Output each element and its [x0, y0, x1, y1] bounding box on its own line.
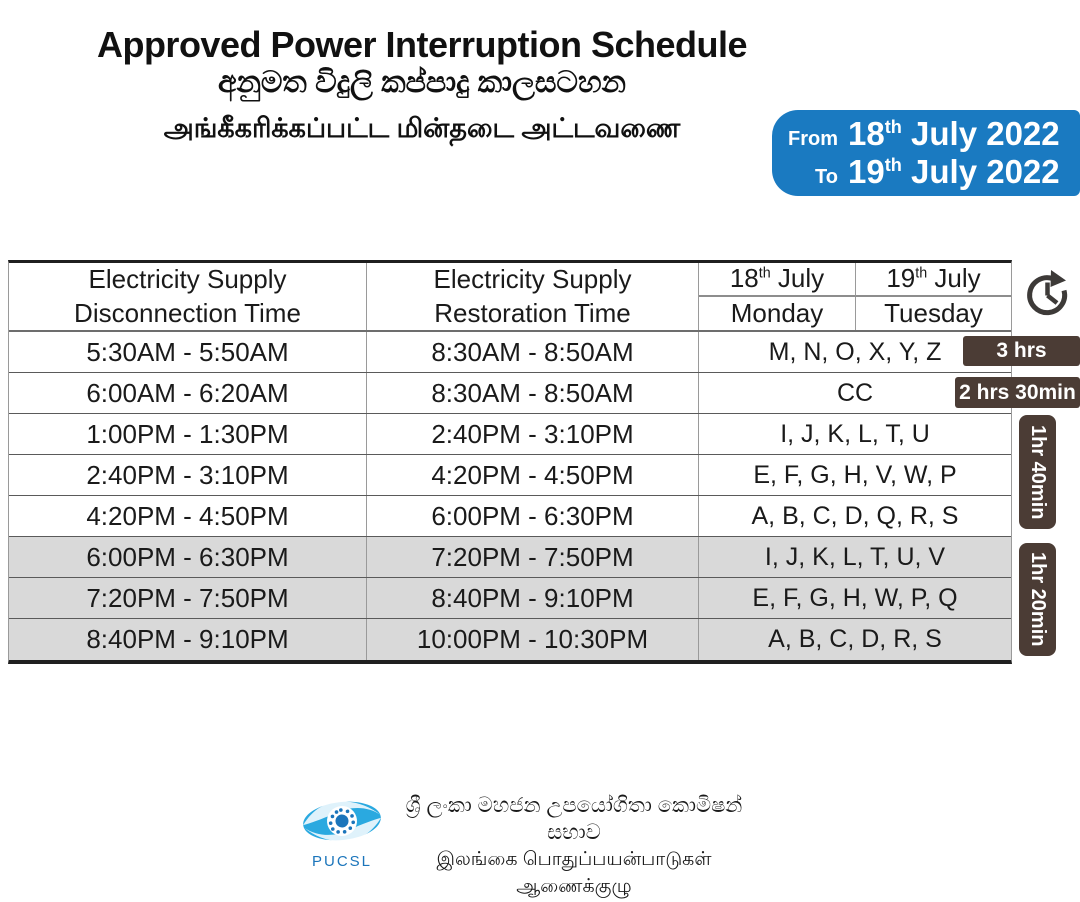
header-day2-date: 19th July — [855, 263, 1011, 297]
disconnection-time-cell: 6:00AM - 6:20AM — [9, 373, 367, 413]
disconnection-time-cell: 4:20PM - 4:50PM — [9, 496, 367, 536]
from-date: 18th July 2022 — [848, 115, 1060, 153]
pucsl-logo: PUCSL — [300, 795, 384, 870]
table-row: 5:30AM - 5:50AM 8:30AM - 8:50AM M, N, O,… — [9, 332, 1011, 373]
schedule-table: Electricity Supply Disconnection Time El… — [8, 260, 1012, 664]
disconnection-time-cell: 7:20PM - 7:50PM — [9, 578, 367, 618]
table-row: 6:00PM - 6:30PM 7:20PM - 7:50PM I, J, K,… — [9, 537, 1011, 578]
groups-cell: E, F, G, H, W, P, Q — [752, 583, 958, 612]
groups-cell: E, F, G, H, V, W, P — [753, 460, 957, 489]
duration-badge-3hrs: 3 hrs — [963, 336, 1080, 366]
org-name-sinhala: ශ්‍රී ලංකා මහජන උපයෝගිතා කොමිෂන් සභාව — [405, 794, 743, 844]
disconnection-time-cell: 2:40PM - 3:10PM — [9, 455, 367, 495]
disconnection-time-cell: 1:00PM - 1:30PM — [9, 414, 367, 454]
org-name-tamil: இலங்கை பொதுப்பயன்பாடுகள் ஆணைக்குழு — [436, 849, 712, 897]
groups-cell: A, B, C, D, R, S — [768, 625, 942, 653]
footer-org-names: ශ්‍රී ලංකා මහජන උපයෝගිතා කොමිෂන් සභාව இல… — [378, 792, 770, 902]
page-title: Approved Power Interruption Schedule — [96, 24, 748, 65]
groups-cell: CC — [836, 378, 874, 407]
header-day1-date: 18th July — [699, 263, 855, 297]
table-row: 7:20PM - 7:50PM 8:40PM - 9:10PM E, F, G,… — [9, 578, 1011, 619]
duration-badge-2hrs30min: 2 hrs 30min — [955, 377, 1080, 408]
header-day2-name: Tuesday — [855, 296, 1011, 330]
date-range-from: From 18th July 2022 — [772, 115, 1070, 153]
restoration-time-cell: 4:20PM - 4:50PM — [367, 455, 699, 495]
groups-cell: A, B, C, D, Q, R, S — [751, 501, 959, 530]
groups-cell: M, N, O, X, Y, Z — [768, 337, 942, 366]
restoration-time-cell: 10:00PM - 10:30PM — [367, 619, 699, 660]
disconnection-time-cell: 6:00PM - 6:30PM — [9, 537, 367, 577]
table-row: 2:40PM - 3:10PM 4:20PM - 4:50PM E, F, G,… — [9, 455, 1011, 496]
table-row: 8:40PM - 9:10PM 10:00PM - 10:30PM A, B, … — [9, 619, 1011, 660]
duration-badge-1hr40min: 1hr 40min — [1019, 415, 1056, 529]
disconnection-time-cell: 5:30AM - 5:50AM — [9, 332, 367, 372]
restoration-time-cell: 7:20PM - 7:50PM — [367, 537, 699, 577]
restoration-time-cell: 8:30AM - 8:50AM — [367, 373, 699, 413]
from-label: From — [788, 128, 838, 151]
restoration-time-cell: 2:40PM - 3:10PM — [367, 414, 699, 454]
duration-badge-1hr20min: 1hr 20min — [1019, 543, 1056, 656]
header-days: 18th July 19th July Monday Tuesday — [699, 263, 1011, 330]
pucsl-logo-mark — [303, 801, 381, 842]
restoration-time-cell: 8:30AM - 8:50AM — [367, 332, 699, 372]
groups-cell: I, J, K, L, T, U — [780, 419, 930, 448]
groups-cell: I, J, K, L, T, U, V — [764, 542, 946, 571]
to-date: 19th July 2022 — [848, 153, 1060, 190]
date-range-badge: From 18th July 2022 To 19th July 2022 — [772, 110, 1080, 196]
table-header-row: Electricity Supply Disconnection Time El… — [9, 263, 1011, 332]
restoration-time-cell: 6:00PM - 6:30PM — [367, 496, 699, 536]
date-range-to: To 19th July 2022 — [772, 153, 1070, 191]
table-row: 6:00AM - 6:20AM 8:30AM - 8:50AM CC — [9, 373, 1011, 414]
header-day1-name: Monday — [730, 297, 824, 328]
disconnection-time-cell: 8:40PM - 9:10PM — [9, 619, 367, 660]
clock-history-icon — [1022, 266, 1074, 320]
table-row: 4:20PM - 4:50PM 6:00PM - 6:30PM A, B, C,… — [9, 496, 1011, 537]
to-label: To — [815, 166, 838, 188]
header-restoration-time: Electricity Supply Restoration Time — [367, 263, 699, 330]
restoration-time-cell: 8:40PM - 9:10PM — [367, 578, 699, 618]
page-title-sinhala: අනුමත විදුලි කප්පාදු කාලසටහන — [218, 66, 626, 99]
table-row: 1:00PM - 1:30PM 2:40PM - 3:10PM I, J, K,… — [9, 414, 1011, 455]
pucsl-logo-text: PUCSL — [311, 853, 373, 870]
header-disconnection-time: Electricity Supply Disconnection Time — [9, 263, 367, 330]
page-title-tamil: அங்கீகரிக்கப்பட்ட மின்தடை அட்டவணை — [163, 113, 681, 143]
